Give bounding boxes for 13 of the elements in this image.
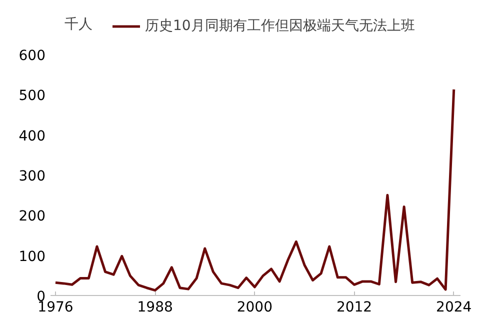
legend-label: 历史10月同期有工作但因极端天气无法上班 (145, 17, 415, 35)
x-tick-label: 2012 (336, 300, 372, 316)
x-tick-label: 1988 (137, 300, 173, 316)
y-tick-label: 400 (18, 128, 46, 144)
line-series (54, 88, 456, 292)
y-tick-label: 600 (18, 48, 46, 64)
y-tick-label: 500 (18, 88, 46, 104)
x-tick-label: 2000 (236, 300, 272, 316)
y-tick-label: 100 (18, 248, 46, 265)
x-tick-label: 2024 (436, 300, 472, 316)
y-axis-title: 千人 (64, 16, 92, 32)
y-tick-label: 300 (18, 168, 46, 184)
y-tick-label: 200 (18, 208, 46, 225)
